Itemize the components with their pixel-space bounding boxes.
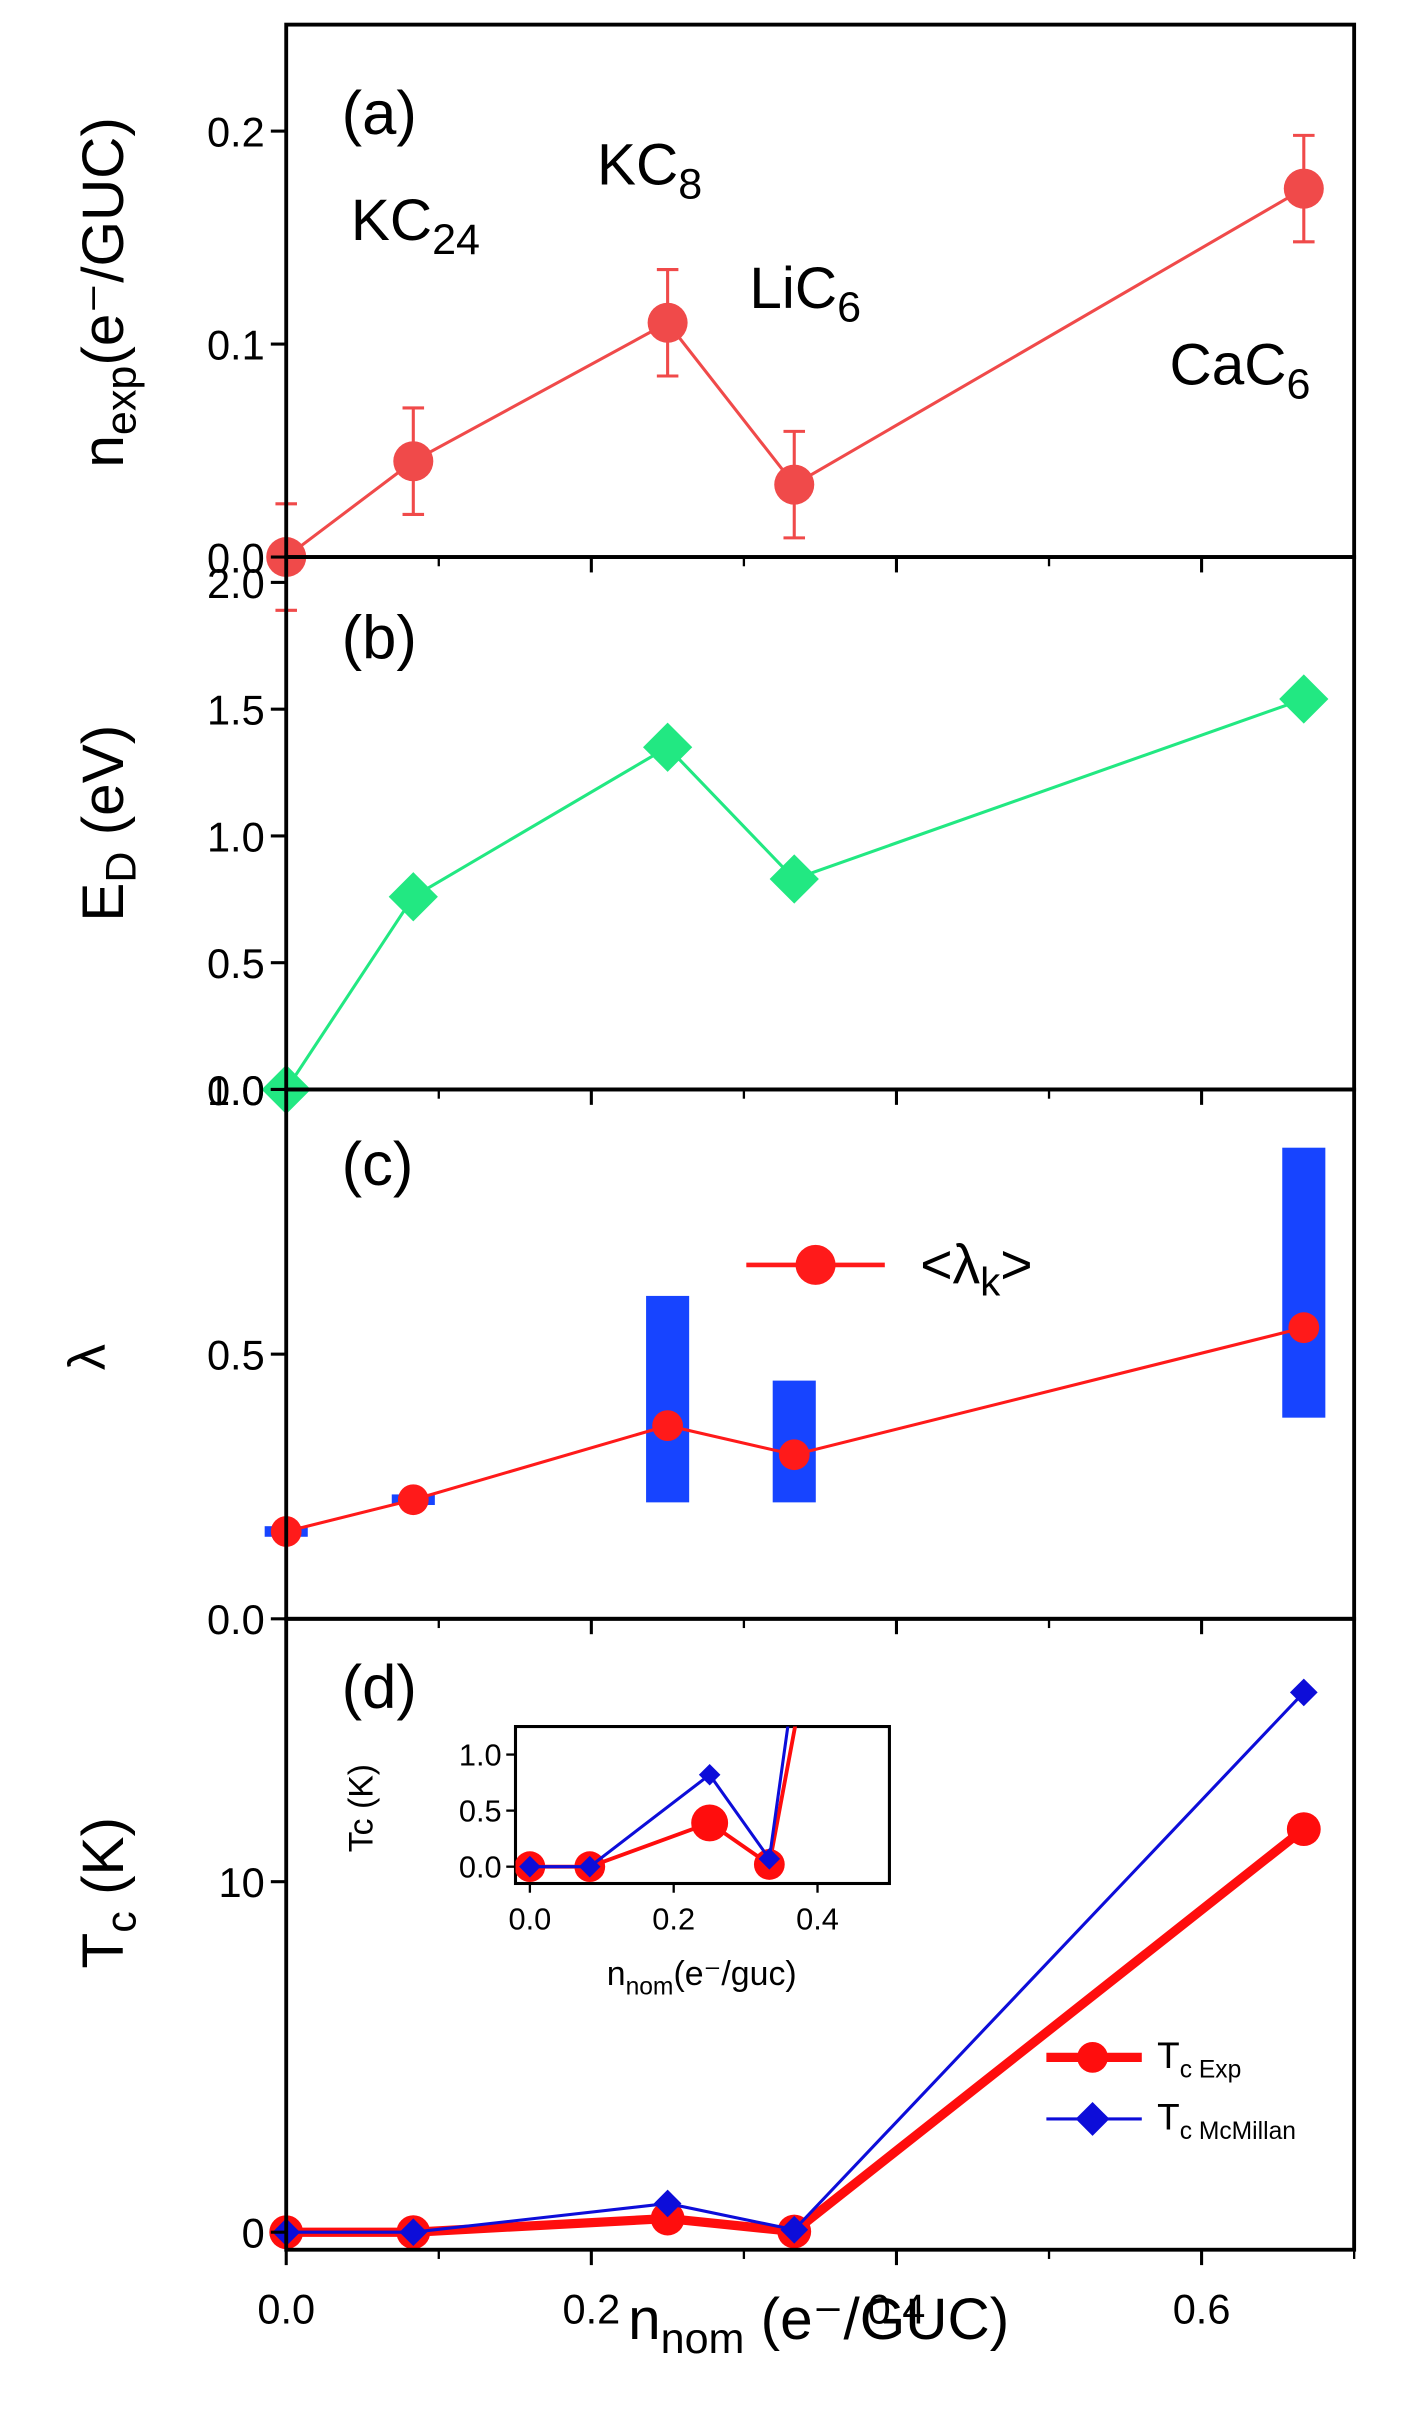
- inset-series-line: [529, 1726, 798, 1869]
- annotation-kc24: KC24: [351, 188, 480, 264]
- figure: 0.0 0.1 0.2 (a) KC24 KC8 LiC6 CaC6 nexp(e⁻…: [59, 22, 1357, 2363]
- panel-b-label: (b): [342, 604, 417, 673]
- panel-c-label: (c): [342, 1130, 414, 1199]
- legend-marker-tc-mcmillan: [1075, 2102, 1110, 2136]
- panel-b-ytick-label: 0.5: [207, 940, 265, 987]
- panel-a-ytick-label: 0.0: [207, 534, 265, 581]
- panel-b-ytick-label: 0.0: [207, 1067, 265, 1114]
- lambda-range-bar: [1282, 1147, 1326, 1418]
- panel-a-ylabel: nexp(e⁻/GUC): [71, 117, 145, 468]
- panel-c-ytick-label: 1.0: [207, 1067, 265, 1114]
- panel-b-marks: [261, 674, 1329, 1115]
- data-point: [647, 302, 688, 343]
- data-point: [652, 1410, 684, 1441]
- panel-a-ytick-label: 0.2: [207, 108, 265, 155]
- inset-axes: 0.0 0.5 1.0 0.0 0.2 0.4: [459, 1737, 839, 1936]
- panel-c-marks: [264, 1147, 1326, 1547]
- inset-xtick-label: 0.2: [652, 1902, 695, 1937]
- panel-d-label: (d): [342, 1653, 417, 1722]
- annotation-kc8: KC8: [597, 133, 702, 209]
- panel-b-ytick-label: 2.0: [207, 560, 265, 607]
- data-point: [769, 854, 819, 904]
- data-point: [774, 464, 815, 505]
- legend-label-tc-mcmillan: Tc McMillan: [1157, 2097, 1296, 2145]
- panel-b-ytick-label: 1.0: [207, 813, 265, 860]
- legend-label-tc-exp: Tc Exp: [1157, 2035, 1241, 2083]
- series-line-d-0: [286, 1825, 1307, 2237]
- inset-clip-group: [515, 1726, 798, 1883]
- legend-marker-lambda: [795, 1244, 836, 1285]
- data-point: [393, 441, 434, 482]
- panel-b-ytick-label: 1.5: [207, 687, 265, 734]
- inset-data-point: [691, 1804, 729, 1842]
- panel-c-ytick-label: 0.0: [207, 1596, 265, 1643]
- panel-d-inset: 0.0 0.5 1.0 0.0 0.2 0.4 Tc (K) nnom(e⁻/guc): [342, 1724, 891, 2000]
- panel-d-legend: Tc Exp Tc McMillan: [1046, 2035, 1296, 2145]
- data-point: [1289, 1678, 1318, 1707]
- inset-series-line: [529, 1726, 790, 1869]
- inset-xtick-label: 0.0: [508, 1902, 551, 1937]
- legend-marker-tc-exp: [1077, 2041, 1108, 2073]
- inset-xlabel: nnom(e⁻/guc): [607, 1955, 797, 2000]
- panel-a-marks: [266, 133, 1324, 612]
- panel-d-ytick-label: 10: [218, 1859, 264, 1906]
- panel-c-axes: 0.0 0.5 1.0: [207, 1067, 1357, 1643]
- panel-b-frame: [284, 555, 1357, 1092]
- panel-c-ylabel: λ: [59, 1344, 117, 1370]
- panel-a-ytick-label: 0.1: [207, 321, 265, 368]
- x-axis-label: nnom (e⁻/GUC): [628, 2287, 1009, 2363]
- data-point: [1288, 1312, 1320, 1344]
- data-point: [778, 1439, 810, 1471]
- inset-ylabel: Tc (K): [342, 1764, 380, 1852]
- panel-d-frame: [284, 1616, 1357, 2252]
- panel-b: 0.0 0.5 1.0 1.5 2.0 (b) ED (eV): [71, 555, 1357, 1115]
- inset-ytick-label: 0.0: [459, 1849, 502, 1884]
- annotation-cac6: CaC6: [1169, 333, 1310, 409]
- data-point: [388, 872, 438, 922]
- inset-ytick-label: 1.0: [459, 1737, 502, 1772]
- data-point: [1279, 674, 1329, 724]
- legend-label-lambda: <λk>: [920, 1233, 1032, 1304]
- inset-ytick-label: 0.5: [459, 1793, 502, 1828]
- panel-d-axes: 0 10 0.0 0.2 0.4 0.6: [218, 1616, 1357, 2333]
- lambda-range-bar: [646, 1295, 690, 1503]
- x-tick-label: 0.6: [1173, 2286, 1231, 2333]
- figure-svg: 0.0 0.1 0.2 (a) KC24 KC8 LiC6 CaC6 nexp(e⁻…: [59, 22, 1357, 2363]
- data-point: [1286, 1812, 1321, 1847]
- panel-d-ylabel: Tc (K): [71, 1817, 145, 1968]
- inset-frame: [513, 1724, 891, 1886]
- panel-a-label: (a): [342, 79, 417, 148]
- panel-b-ylabel: ED (eV): [71, 725, 145, 922]
- panel-a: 0.0 0.1 0.2 (a) KC24 KC8 LiC6 CaC6 nexp(e⁻…: [71, 22, 1357, 612]
- panel-d-ytick-label: 0: [242, 2210, 265, 2257]
- data-point: [397, 1484, 429, 1516]
- data-point: [1283, 168, 1324, 209]
- data-point: [650, 2201, 685, 2236]
- x-tick-label: 0.2: [562, 2286, 620, 2333]
- inset-xtick-label: 0.4: [796, 1902, 839, 1937]
- x-tick-label: 0.0: [257, 2286, 315, 2333]
- data-point: [642, 722, 693, 772]
- panel-c-ytick-label: 0.5: [207, 1332, 265, 1379]
- panel-c: 0.0 0.5 1.0 (c) λ <λk>: [59, 1067, 1357, 1643]
- inset-marks: [515, 1726, 798, 1883]
- annotation-lic6: LiC6: [749, 256, 861, 332]
- panel-c-legend: <λk>: [746, 1233, 1033, 1305]
- x-tick-label: 0.4: [868, 2286, 926, 2333]
